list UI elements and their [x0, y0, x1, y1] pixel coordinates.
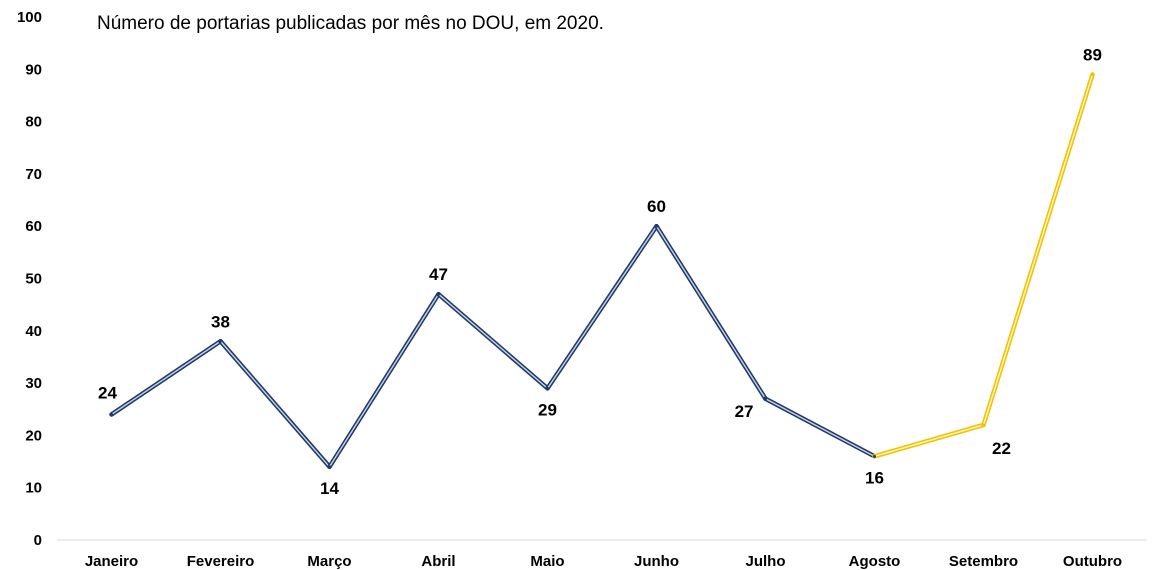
- y-tick-label: 80: [25, 114, 42, 131]
- line-segment: [872, 422, 986, 459]
- data-label: 29: [538, 400, 557, 419]
- line-segment: [654, 223, 768, 402]
- y-tick-label: 50: [25, 271, 42, 288]
- data-point: [437, 292, 440, 296]
- series-lines: [109, 72, 1095, 470]
- data-label: 47: [429, 265, 448, 284]
- data-label: 24: [98, 383, 117, 402]
- line-segment: [981, 72, 1095, 428]
- data-label: 14: [320, 479, 339, 498]
- x-tick-label: Agosto: [849, 553, 901, 570]
- line-segment: [109, 339, 223, 417]
- x-tick-label: Junho: [634, 553, 679, 570]
- y-tick-label: 20: [25, 427, 42, 444]
- line-segment: [218, 339, 332, 470]
- data-point: [873, 454, 876, 458]
- y-tick-label: 0: [34, 532, 42, 549]
- y-tick-label: 90: [25, 61, 42, 78]
- data-label: 22: [992, 439, 1011, 458]
- x-tick-label: Fevereiro: [187, 553, 255, 570]
- data-labels: 24 38 14 47 29 60 27 16 22 89: [98, 46, 1102, 498]
- y-tick-label: 70: [25, 166, 42, 183]
- line-segment: [436, 291, 550, 391]
- y-tick-label: 60: [25, 218, 42, 235]
- y-tick-label: 30: [25, 375, 42, 392]
- data-point: [110, 412, 113, 416]
- x-tick-label: Julho: [746, 553, 786, 570]
- x-tick-label: Maio: [530, 553, 564, 570]
- data-label: 38: [211, 312, 230, 331]
- x-tick-label: Setembro: [949, 553, 1018, 570]
- data-label: 16: [865, 468, 884, 487]
- data-point: [219, 339, 222, 343]
- x-tick-label: Janeiro: [85, 553, 138, 570]
- x-tick-label: Outubro: [1063, 553, 1122, 570]
- y-tick-label: 10: [25, 480, 42, 497]
- x-tick-label: Abril: [421, 553, 455, 570]
- data-point: [982, 423, 985, 427]
- x-tick-label: Março: [307, 553, 351, 570]
- y-axis-ticks: 0 10 20 30 40 50 60 70 80 90 100: [17, 9, 42, 549]
- y-tick-label: 100: [17, 9, 42, 26]
- data-point: [1091, 73, 1094, 77]
- data-point: [764, 397, 767, 401]
- x-axis-ticks: Janeiro Fevereiro Março Abril Maio Junho Julho…: [85, 553, 1122, 570]
- chart-title: Número de portarias publicadas por mês n…: [97, 13, 604, 34]
- data-point: [328, 465, 331, 469]
- line-segment: [763, 396, 877, 459]
- data-label: 27: [735, 402, 754, 421]
- data-label: 60: [647, 197, 666, 216]
- data-label: 89: [1083, 46, 1102, 65]
- data-point: [655, 224, 658, 228]
- line-segment: [545, 223, 659, 391]
- y-tick-label: 40: [25, 323, 42, 340]
- line-segment: [327, 291, 441, 470]
- data-point: [546, 386, 549, 390]
